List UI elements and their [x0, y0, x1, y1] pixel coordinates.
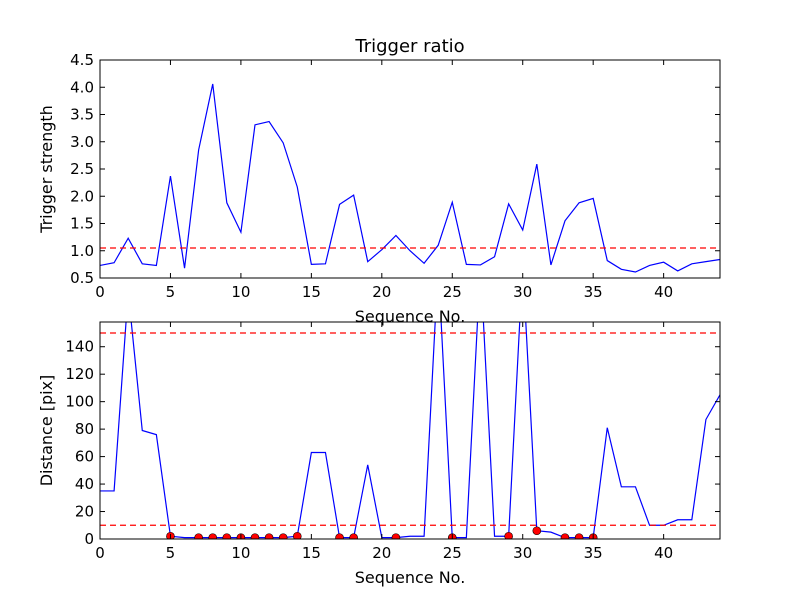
subplot-2: 0 5 10 15 20 25 30 35 40 0 20 40 60 80 100 120 140 Sequen… — [37, 321, 721, 587]
x-tick-label: 20 — [372, 544, 391, 562]
y-tick-label: 0.5 — [70, 269, 94, 287]
x-tick-label: 30 — [513, 544, 532, 562]
y-tick-label: 1.0 — [70, 242, 94, 260]
y-tick-label: 2.5 — [70, 160, 94, 178]
y-tick-label: 20 — [75, 503, 94, 521]
y-tick-label: 140 — [65, 338, 94, 356]
y-tick-label: 120 — [65, 365, 94, 383]
plot-area — [100, 83, 720, 273]
data-marker — [391, 533, 401, 539]
y-tick-label: 4.5 — [70, 51, 94, 69]
x-tick-label: 35 — [584, 283, 603, 301]
x-tick-label: 40 — [654, 544, 673, 562]
y-tick-label: 40 — [75, 475, 94, 493]
x-tick-label: 20 — [372, 283, 391, 301]
data-marker — [208, 533, 218, 539]
data-marker — [264, 533, 274, 539]
y-tick-label: 80 — [75, 420, 94, 438]
y-tick-label: 1.5 — [70, 215, 94, 233]
data-marker — [194, 533, 203, 539]
y-tick-label: 60 — [75, 448, 94, 466]
series-line — [100, 322, 720, 539]
x-tick-label: 35 — [584, 544, 603, 562]
y-axis-label: Trigger strength — [37, 105, 56, 234]
y-tick-label: 3.5 — [70, 106, 94, 124]
y-tick-label: 0 — [84, 530, 94, 548]
x-tick-label: 10 — [231, 544, 250, 562]
x-axis-label: Sequence No. — [355, 307, 466, 326]
data-marker — [504, 531, 513, 539]
x-tick-label: 0 — [95, 544, 105, 562]
x-tick-label: 5 — [166, 283, 176, 301]
data-marker — [532, 526, 542, 536]
y-tick-label: 100 — [65, 393, 94, 411]
data-marker — [349, 533, 358, 539]
x-tick-label: 15 — [302, 544, 321, 562]
plot-area — [100, 322, 720, 539]
x-tick-label: 30 — [513, 283, 532, 301]
x-tick-label: 10 — [231, 283, 250, 301]
chart-title: Trigger ratio — [354, 36, 464, 57]
x-tick-label: 25 — [443, 544, 462, 562]
y-tick-label: 3.0 — [70, 133, 94, 151]
series-line — [100, 83, 720, 273]
subplot-1: 0 5 10 15 20 25 30 35 40 0.5 1.0 1.5 2.0 2.5 3.0 3.5 4.0… — [37, 36, 721, 326]
data-marker — [560, 533, 570, 539]
y-axis-label: Distance [pix] — [37, 375, 56, 487]
y-tick-label: 4.0 — [70, 78, 94, 96]
axes-frame — [99, 59, 721, 279]
x-tick-label: 40 — [654, 283, 673, 301]
x-tick-label: 15 — [302, 283, 321, 301]
data-marker — [574, 533, 584, 539]
x-tick-label: 5 — [166, 544, 176, 562]
data-marker — [250, 533, 260, 539]
axes-frame — [99, 321, 721, 540]
x-axis-label: Sequence No. — [355, 568, 466, 587]
y-tick-label: 2.0 — [70, 187, 94, 205]
x-tick-label: 25 — [443, 283, 462, 301]
data-marker — [278, 533, 288, 539]
data-marker — [222, 533, 232, 539]
data-marker — [335, 533, 344, 539]
data-marker — [292, 531, 302, 539]
x-tick-label: 0 — [95, 283, 105, 301]
